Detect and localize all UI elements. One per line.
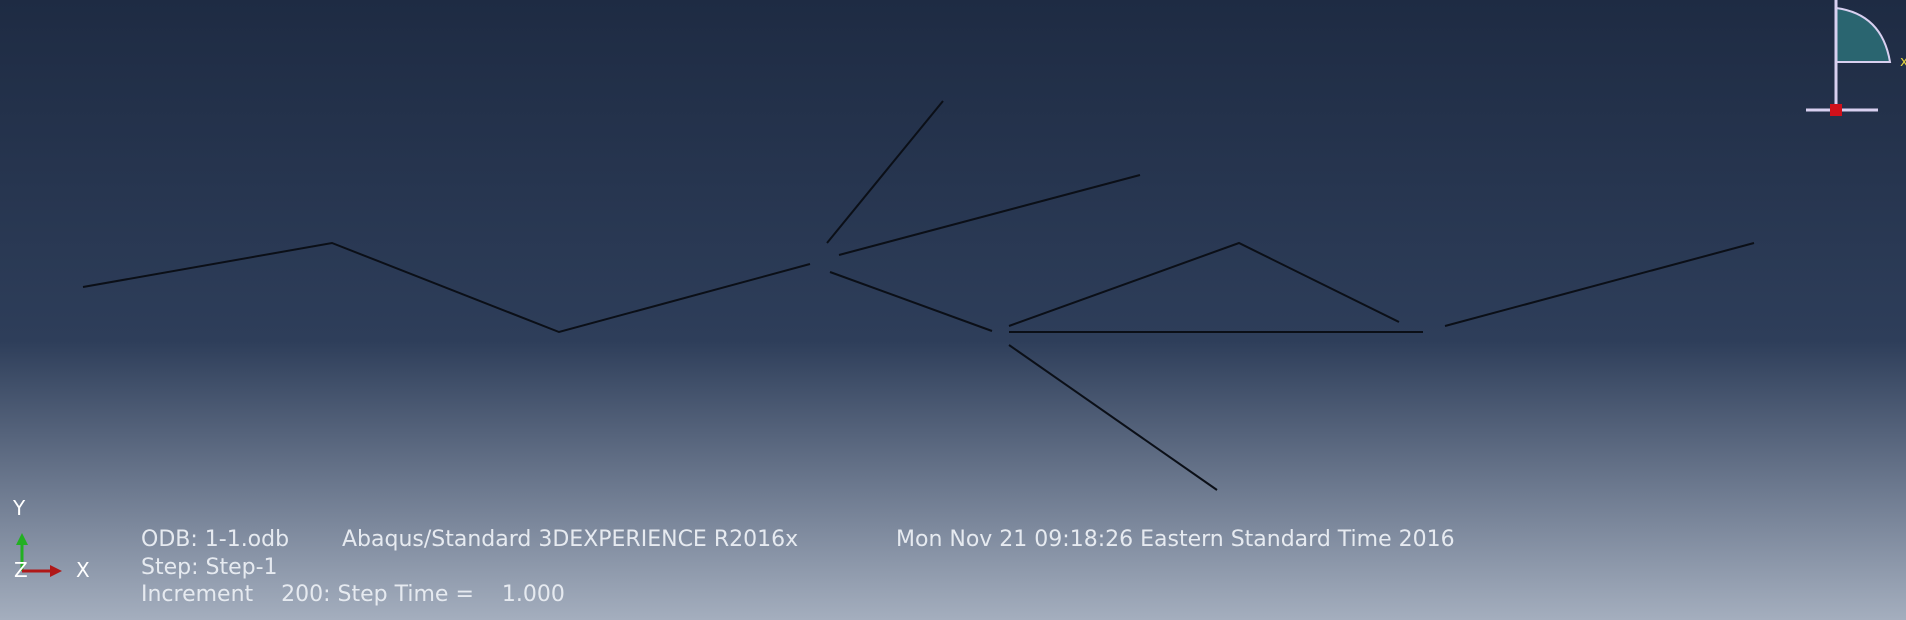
y-arrowhead [16,533,28,545]
edge [1444,242,1755,327]
x-arrowhead [50,565,62,577]
model-wireframe [82,100,1755,491]
info-odb: ODB: 1-1.odb [141,527,289,552]
view-quadrant [1835,6,1892,63]
edge [838,174,1141,256]
triad-x-label: X [76,558,90,582]
triad: Y Z X [12,496,90,582]
view-label: x [1900,54,1906,70]
triad-z-label: Z [14,558,28,582]
edge [82,241,811,334]
edge [1008,344,1218,491]
view-origin [1830,104,1842,116]
view-cube[interactable]: x [1806,0,1906,116]
info-increment: Increment 200: Step Time = 1.000 [141,582,565,607]
info-date: Mon Nov 21 09:18:26 Eastern Standard Tim… [896,527,1455,552]
info-product: Abaqus/Standard 3DEXPERIENCE R2016x [342,527,798,552]
info-block: ODB: 1-1.odb Abaqus/Standard 3DEXPERIENC… [141,527,1455,607]
triad-y-label: Y [12,496,26,520]
edge [1008,241,1400,327]
info-step: Step: Step-1 [141,555,278,580]
edge [826,100,944,244]
edge [829,271,993,332]
